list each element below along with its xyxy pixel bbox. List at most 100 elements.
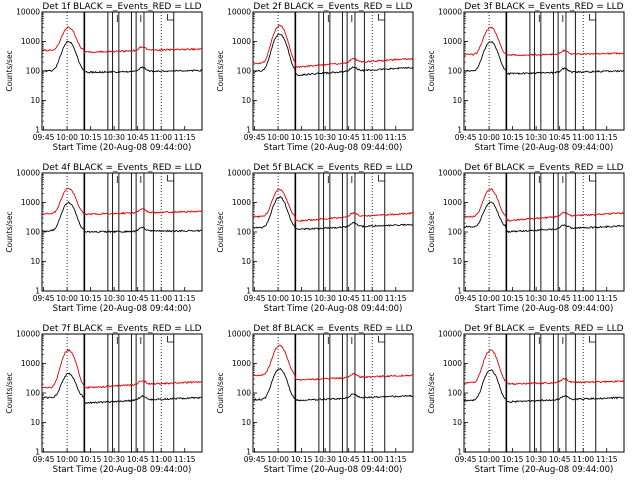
chart-title: Det 4f BLACK =_Events_RED = LLD: [42, 163, 201, 173]
events-line: [41, 372, 203, 405]
y-tick-label: 100: [448, 228, 463, 237]
mode-marker: [378, 336, 385, 343]
mode-marker: [378, 14, 385, 21]
chart-panel-3: 1 10 100 1000 10000 09:45 10:00 10:15 10:30 10:45…: [427, 2, 625, 153]
x-tick-label: 10:15: [502, 294, 524, 303]
x-tick-label: 11:00: [361, 294, 383, 303]
x-tick-label: 09:45: [33, 133, 55, 142]
x-tick-label: 11:00: [572, 455, 594, 464]
x-tick-label: 10:00: [478, 133, 500, 142]
x-tick-label: 11:15: [596, 133, 618, 142]
x-tick-label: 11:15: [385, 294, 407, 303]
x-tick-label: 11:15: [385, 133, 407, 142]
y-tick-label: 1000: [21, 359, 40, 368]
y-axis-label: Counts/sec: [5, 50, 14, 91]
x-axis-label: Start Time (20-Aug-08 09:44:00): [53, 465, 192, 475]
y-tick-label: 1000: [443, 198, 462, 207]
lld-line: [253, 189, 414, 223]
x-tick-label: 10:30: [314, 294, 336, 303]
x-axis-label: Start Time (20-Aug-08 09:44:00): [475, 304, 614, 314]
x-tick-label: 10:15: [291, 133, 313, 142]
y-tick-label: 1: [35, 448, 40, 457]
chart-panel-9: 1 10 100 1000 10000 09:45 10:00 10:15 10:30 10:45…: [427, 324, 625, 475]
mode-marker: [589, 336, 596, 343]
lld-line: [252, 24, 414, 69]
x-tick-label: 11:00: [361, 455, 383, 464]
x-tick-label: 11:15: [174, 294, 196, 303]
y-tick-label: 1000: [232, 359, 251, 368]
y-tick-label: 10: [452, 418, 462, 427]
x-tick-label: 10:00: [478, 455, 500, 464]
y-tick-label: 1000: [232, 198, 251, 207]
y-tick-label: 10: [30, 418, 40, 427]
x-tick-label: 11:15: [385, 455, 407, 464]
y-tick-label: 1: [457, 448, 462, 457]
y-axis-label: Counts/sec: [216, 211, 225, 252]
chart-panel-5: 1 10 100 1000 10000 09:45 10:00 10:15 10:30 10:45…: [216, 163, 414, 314]
mode-marker: [378, 175, 385, 182]
x-tick-label: 09:45: [33, 455, 55, 464]
x-tick-label: 10:15: [80, 294, 102, 303]
x-tick-label: 09:45: [244, 133, 266, 142]
mode-marker: [167, 336, 174, 343]
y-tick-label: 10000: [16, 330, 40, 339]
y-tick-label: 10000: [16, 8, 40, 17]
plot-frame: [252, 11, 414, 131]
y-tick-label: 1000: [443, 37, 462, 46]
x-axis-label: Start Time (20-Aug-08 09:44:00): [53, 304, 192, 314]
x-tick-label: 10:45: [338, 294, 360, 303]
y-tick-label: 10: [241, 418, 251, 427]
y-tick-label: 10: [30, 257, 40, 266]
y-tick-label: 1000: [21, 37, 40, 46]
x-tick-label: 10:30: [525, 294, 547, 303]
y-tick-label: 100: [26, 228, 41, 237]
x-tick-label: 10:45: [338, 455, 360, 464]
y-tick-label: 10000: [227, 8, 251, 17]
events-line: [463, 40, 625, 76]
chart-title: Det 8f BLACK =_Events_RED = LLD: [253, 324, 412, 334]
y-axis-label: Counts/sec: [427, 50, 436, 91]
events-line: [42, 201, 203, 234]
x-tick-label: 10:00: [267, 294, 289, 303]
x-tick-label: 10:15: [502, 133, 524, 142]
y-tick-label: 100: [448, 389, 463, 398]
x-tick-label: 10:30: [103, 133, 125, 142]
x-tick-label: 11:15: [174, 133, 196, 142]
y-axis-label: Counts/sec: [216, 50, 225, 91]
x-tick-label: 11:15: [596, 455, 618, 464]
x-tick-label: 11:00: [572, 133, 594, 142]
x-tick-label: 10:30: [314, 455, 336, 464]
x-tick-label: 09:45: [455, 133, 477, 142]
mode-marker: [167, 14, 174, 21]
y-tick-label: 1: [457, 126, 462, 135]
y-tick-label: 100: [26, 67, 41, 76]
y-tick-label: 10: [30, 96, 40, 105]
x-tick-label: 11:00: [150, 133, 172, 142]
y-tick-label: 1000: [232, 37, 251, 46]
y-tick-label: 10000: [438, 169, 462, 178]
events-line: [41, 40, 203, 74]
y-axis-label: Counts/sec: [5, 372, 14, 413]
y-tick-label: 100: [237, 228, 252, 237]
x-tick-label: 10:00: [56, 133, 78, 142]
x-tick-label: 09:45: [455, 294, 477, 303]
chart-title: Det 1f BLACK =_Events_RED = LLD: [42, 2, 201, 12]
lld-line: [41, 348, 203, 390]
x-tick-label: 11:00: [150, 455, 172, 464]
y-tick-label: 10: [452, 257, 462, 266]
chart-panel-2: 1 10 100 1000 10000 09:45 10:00 10:15 10:30 10:45…: [216, 2, 414, 153]
x-tick-label: 10:30: [314, 133, 336, 142]
y-tick-label: 10000: [227, 169, 251, 178]
chart-title: Det 9f BLACK =_Events_RED = LLD: [464, 324, 623, 334]
x-tick-label: 10:45: [549, 294, 571, 303]
y-tick-label: 100: [26, 389, 41, 398]
chart-title: Det 2f BLACK =_Events_RED = LLD: [253, 2, 412, 12]
x-tick-label: 09:45: [455, 455, 477, 464]
x-tick-label: 10:00: [56, 294, 78, 303]
x-tick-label: 11:00: [361, 133, 383, 142]
x-tick-label: 09:45: [33, 294, 55, 303]
x-tick-label: 10:45: [127, 133, 149, 142]
y-tick-label: 1: [246, 287, 251, 296]
x-tick-label: 10:00: [478, 294, 500, 303]
